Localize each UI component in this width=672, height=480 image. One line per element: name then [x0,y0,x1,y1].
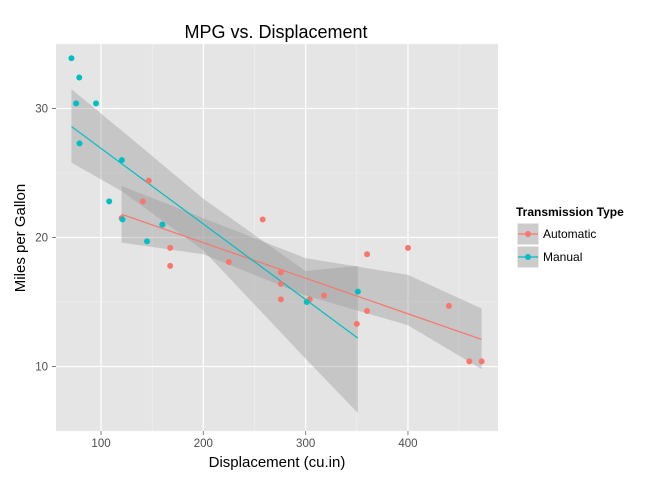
data-point-automatic [466,358,473,365]
legend-key-point-automatic [525,231,531,237]
data-point-manual [119,216,126,223]
y-tick-label: 10 [35,362,48,374]
x-tick-label: 200 [194,438,213,450]
legend-label-manual: Manual [543,250,582,264]
data-point-manual [303,299,310,305]
x-axis-label: Displacement (cu.in) [209,454,346,471]
data-point-automatic [167,244,174,251]
data-point-manual [106,198,113,205]
y-tick-label: 20 [35,233,48,245]
fit-line-automatic [121,213,482,340]
data-point-automatic [277,269,284,276]
data-point-manual [73,100,80,107]
data-point-automatic [225,259,232,266]
data-point-manual [118,157,125,164]
data-point-manual [76,74,83,81]
data-point-automatic [478,358,485,365]
confidence-band-automatic [121,185,482,370]
fit-lines [71,126,482,340]
legend-title: Transmission Type [516,205,624,219]
x-axis-ticks: 100 200 300 400 [91,431,418,450]
x-tick-label: 300 [296,438,315,450]
y-axis-label: Miles per Gallon [12,184,29,292]
data-point-automatic [259,216,266,223]
x-tick-label: 400 [398,438,417,450]
legend: Transmission Type Automatic Manual [516,205,624,269]
chart-title: MPG vs. Displacement [184,22,367,42]
gridlines [56,43,498,432]
confidence-bands [71,89,482,413]
data-point-manual [159,221,166,228]
data-point-manual [68,55,75,62]
data-points [68,55,485,365]
fit-line-manual [71,126,359,339]
data-point-automatic [364,251,371,258]
data-point-automatic [321,292,328,299]
data-point-manual [76,140,83,147]
data-point-automatic [353,320,360,327]
x-tick-label: 100 [91,438,110,450]
y-tick-label: 30 [35,104,48,116]
confidence-band-manual [71,89,358,413]
data-point-automatic [139,198,146,205]
data-point-automatic [445,302,452,309]
data-point-automatic [404,244,411,251]
data-point-manual [144,238,151,245]
legend-key-point-manual [525,254,531,260]
data-point-automatic [277,296,284,303]
data-point-manual [93,100,100,107]
y-axis-ticks: 10 20 30 [35,104,56,374]
data-point-automatic [364,308,371,315]
data-point-manual [354,288,361,295]
data-point-automatic [167,262,174,269]
legend-label-automatic: Automatic [543,227,596,241]
data-point-automatic [145,177,152,184]
data-point-automatic [277,280,284,287]
